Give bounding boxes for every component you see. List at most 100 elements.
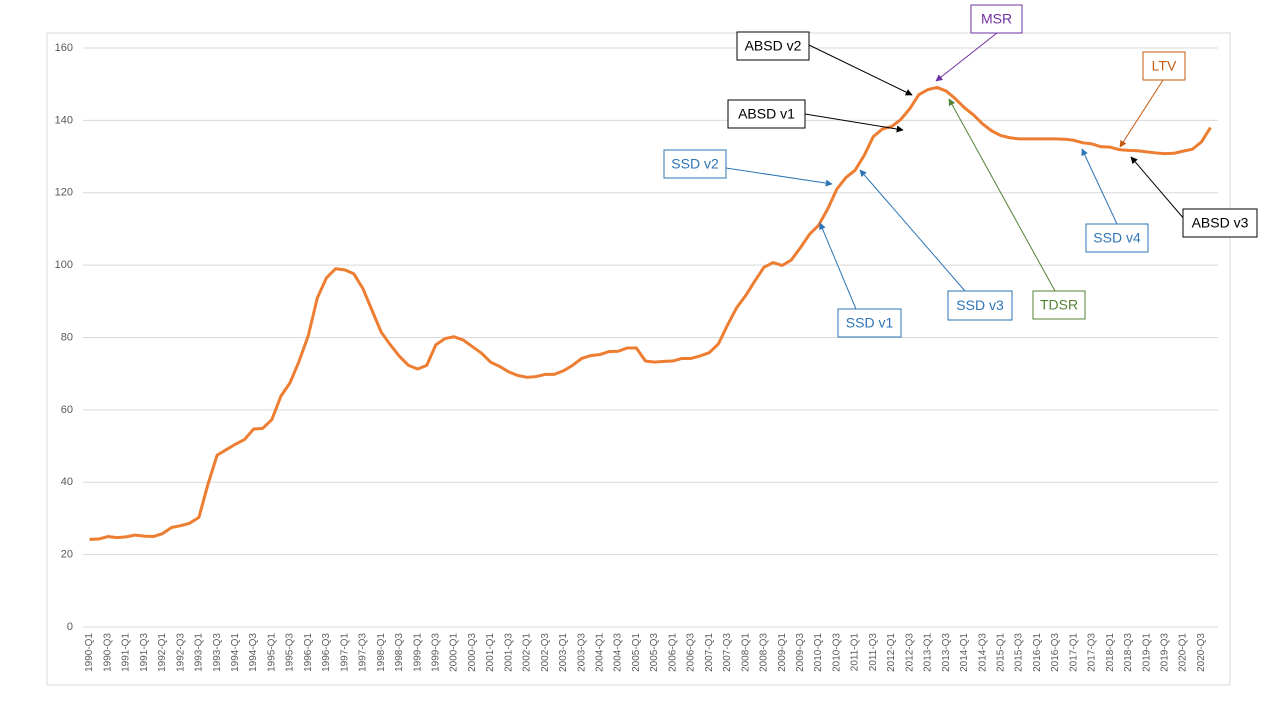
- x-tick-label: 1996-Q3: [321, 633, 332, 672]
- x-tick-label: 2020-Q3: [1196, 633, 1207, 672]
- annotation-text: SSD v3: [956, 297, 1004, 313]
- x-tick-label: 2019-Q1: [1141, 633, 1152, 672]
- x-tick-label: 2004-Q1: [595, 633, 606, 672]
- annotation-text: ABSD v3: [1192, 215, 1249, 231]
- annotation-text: SSD v2: [671, 156, 719, 172]
- x-tick-label: 2009-Q3: [795, 633, 806, 672]
- annotation-arrow: [804, 113, 904, 133]
- x-tick-label: 2020-Q1: [1178, 633, 1189, 672]
- annotation-arrow: [935, 32, 998, 82]
- x-tick-label: 2009-Q1: [777, 633, 788, 672]
- x-tick-label: 2016-Q1: [1032, 633, 1043, 672]
- x-tick-label: 2018-Q3: [1123, 633, 1134, 672]
- x-tick-label: 2002-Q3: [540, 633, 551, 672]
- x-tick-label: 2001-Q3: [503, 633, 514, 672]
- x-tick-label: 2012-Q1: [886, 633, 897, 672]
- x-tick-label: 2007-Q3: [722, 633, 733, 672]
- x-tick-label: 2015-Q1: [995, 633, 1006, 672]
- annotation-box: [837, 308, 902, 338]
- x-tick-label: 2000-Q3: [467, 633, 478, 672]
- x-tick-label: 2012-Q3: [904, 633, 915, 672]
- x-tick-label: 1991-Q1: [121, 633, 132, 672]
- annotation-text: MSR: [981, 11, 1012, 27]
- x-tick-label: 2003-Q3: [576, 633, 587, 672]
- annotation-text: ABSD v2: [745, 38, 802, 54]
- x-tick-label: 2013-Q1: [923, 633, 934, 672]
- x-tick-label: 2006-Q1: [667, 633, 678, 672]
- x-tick-label: 2010-Q3: [831, 633, 842, 672]
- annotation-arrow: [1130, 156, 1186, 221]
- y-tick-label: 60: [61, 404, 73, 416]
- x-tick-label: 2000-Q1: [449, 633, 460, 672]
- x-tick-label: 1992-Q3: [175, 633, 186, 672]
- annotation-box: [1182, 208, 1258, 238]
- x-tick-label: 2004-Q3: [613, 633, 624, 672]
- y-tick-label: 80: [61, 331, 73, 343]
- x-tick-label: 1999-Q3: [430, 633, 441, 672]
- y-tick-label: 100: [55, 259, 73, 271]
- y-tick-label: 40: [61, 476, 73, 488]
- x-tick-label: 1990-Q1: [84, 633, 95, 672]
- annotation-box: [947, 290, 1013, 321]
- x-tick-label: 1992-Q1: [157, 633, 168, 672]
- x-tick-label: 2017-Q3: [1087, 633, 1098, 672]
- x-tick-label: 2016-Q3: [1050, 633, 1061, 672]
- annotation-arrow: [1081, 148, 1118, 225]
- annotation-box: [663, 149, 727, 179]
- x-tick-label: 1991-Q3: [139, 633, 150, 672]
- annotation-arrow: [808, 44, 913, 96]
- annotation-arrow: [1119, 79, 1164, 148]
- x-tick-label: 1997-Q1: [339, 633, 350, 672]
- annotation-text: LTV: [1152, 58, 1177, 74]
- x-tick-label: 2002-Q1: [522, 633, 533, 672]
- annotation-box: [1085, 223, 1149, 253]
- x-tick-label: 1993-Q3: [212, 633, 223, 672]
- x-tick-label: 2015-Q3: [1014, 633, 1025, 672]
- x-tick-label: 1995-Q3: [285, 633, 296, 672]
- x-tick-label: 2008-Q1: [740, 633, 751, 672]
- x-tick-label: 2008-Q3: [759, 633, 770, 672]
- annotation-box: [1142, 51, 1186, 81]
- x-tick-label: 2018-Q1: [1105, 633, 1116, 672]
- x-tick-label: 1996-Q1: [303, 633, 314, 672]
- y-tick-label: 20: [61, 549, 73, 561]
- x-tick-label: 2005-Q3: [649, 633, 660, 672]
- x-tick-label: 2013-Q3: [941, 633, 952, 672]
- x-tick-label: 2001-Q1: [485, 633, 496, 672]
- x-tick-label: 1990-Q3: [102, 633, 113, 672]
- data-line: [89, 85, 1212, 541]
- annotation-arrow: [948, 98, 1056, 292]
- x-tick-label: 2019-Q3: [1160, 633, 1171, 672]
- x-tick-label: 2011-Q3: [868, 633, 879, 672]
- x-tick-label: 2006-Q3: [686, 633, 697, 672]
- x-tick-label: 2003-Q1: [558, 633, 569, 672]
- x-tick-label: 1998-Q3: [394, 633, 405, 672]
- annotation-box: [1032, 290, 1086, 320]
- x-tick-label: 1995-Q1: [266, 633, 277, 672]
- x-tick-label: 1994-Q1: [230, 633, 241, 672]
- annotation-arrow: [819, 222, 857, 310]
- annotation-text: SSD v4: [1093, 230, 1141, 246]
- x-tick-label: 1997-Q3: [358, 633, 369, 672]
- y-tick-label: 140: [55, 114, 73, 126]
- y-tick-label: 0: [67, 621, 73, 633]
- x-tick-label: 2014-Q1: [959, 633, 970, 672]
- x-tick-label: 1999-Q1: [412, 633, 423, 672]
- x-tick-label: 2014-Q3: [977, 633, 988, 672]
- annotation-box: [970, 4, 1023, 34]
- chart-frame: [46, 32, 1231, 686]
- x-tick-label: 2010-Q1: [813, 633, 824, 672]
- annotation-text: TDSR: [1040, 297, 1078, 313]
- y-tick-label: 120: [55, 187, 73, 199]
- x-tick-label: 2005-Q1: [631, 633, 642, 672]
- x-tick-label: 2011-Q1: [850, 633, 861, 672]
- annotation-arrow: [859, 169, 966, 292]
- annotation-text: ABSD v1: [738, 106, 795, 122]
- y-tick-label: 160: [55, 42, 73, 54]
- annotation-box: [736, 31, 810, 61]
- x-tick-label: 1993-Q1: [194, 633, 205, 672]
- x-tick-label: 1998-Q1: [376, 633, 387, 672]
- annotation-arrow: [725, 167, 833, 187]
- x-tick-label: 2007-Q1: [704, 633, 715, 672]
